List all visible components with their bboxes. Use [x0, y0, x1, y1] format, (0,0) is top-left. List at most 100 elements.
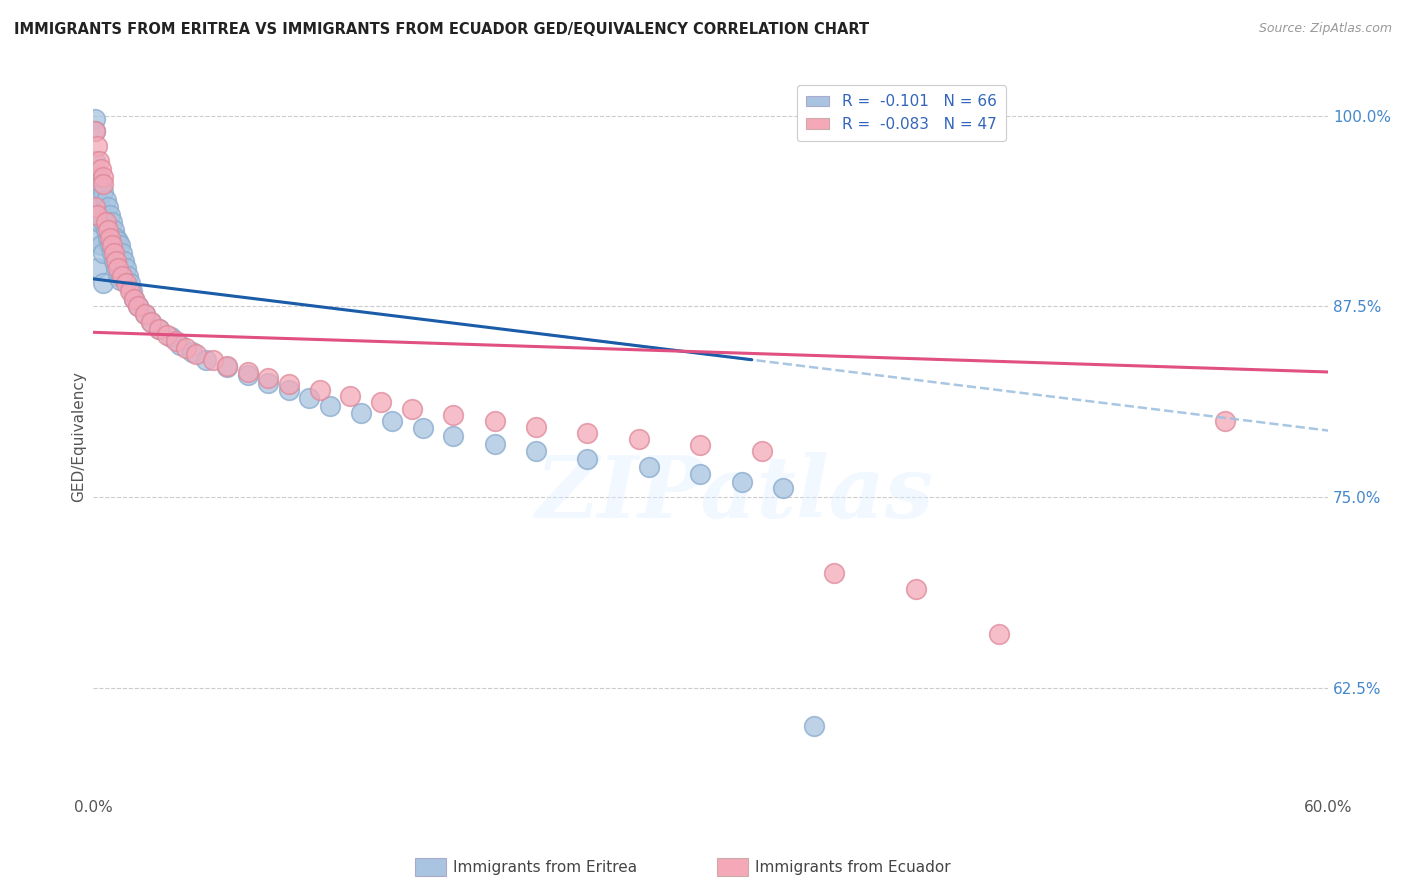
Point — [90, 208, 112, 222]
Point — [751, 444, 773, 458]
Point — [127, 299, 149, 313]
Point — [350, 406, 373, 420]
Point — [90, 238, 112, 252]
Point — [86, 208, 108, 222]
Point — [98, 238, 121, 252]
Point — [94, 223, 117, 237]
Point — [86, 261, 108, 276]
Point — [84, 124, 107, 138]
Point — [93, 215, 115, 229]
Point — [524, 420, 547, 434]
Point — [627, 432, 650, 446]
Point — [165, 334, 187, 349]
Point — [111, 246, 134, 260]
Point — [169, 337, 191, 351]
Point — [484, 414, 506, 428]
Text: IMMIGRANTS FROM ERITREA VS IMMIGRANTS FROM ECUADOR GED/EQUIVALENCY CORRELATION C: IMMIGRANTS FROM ERITREA VS IMMIGRANTS FR… — [14, 22, 869, 37]
Point — [115, 277, 138, 291]
Point — [100, 238, 122, 252]
Point — [1213, 414, 1236, 428]
Point — [370, 395, 392, 409]
Point — [689, 438, 711, 452]
Point — [181, 345, 204, 359]
Point — [104, 261, 127, 276]
Point — [381, 414, 404, 428]
Point — [803, 719, 825, 733]
Point — [86, 139, 108, 153]
Point — [277, 377, 299, 392]
Point — [86, 230, 108, 244]
Point — [93, 178, 115, 192]
Point — [89, 193, 111, 207]
Point — [90, 161, 112, 176]
Point — [112, 253, 135, 268]
Point — [93, 169, 115, 184]
Point — [103, 253, 125, 268]
Point — [86, 200, 108, 214]
Point — [823, 566, 845, 581]
Point — [638, 459, 661, 474]
Point — [124, 292, 146, 306]
Point — [120, 284, 142, 298]
Point — [89, 169, 111, 184]
Point — [412, 421, 434, 435]
Point — [441, 408, 464, 422]
Point — [104, 253, 127, 268]
Point — [987, 627, 1010, 641]
Point — [117, 268, 139, 283]
Point — [215, 359, 238, 373]
Point — [257, 371, 280, 385]
Point — [215, 360, 238, 375]
Point — [236, 368, 259, 382]
Point — [441, 429, 464, 443]
Point — [156, 328, 179, 343]
Point — [277, 384, 299, 398]
Point — [97, 223, 120, 237]
Point — [339, 389, 361, 403]
Point — [89, 154, 111, 169]
Point — [115, 261, 138, 276]
Point — [103, 223, 125, 237]
Point — [98, 230, 121, 244]
Point — [257, 376, 280, 390]
Point — [905, 582, 928, 596]
Point — [107, 261, 129, 276]
Point — [134, 307, 156, 321]
Point — [93, 277, 115, 291]
Point — [174, 341, 197, 355]
Point — [148, 322, 170, 336]
Point — [160, 330, 183, 344]
Point — [148, 322, 170, 336]
Point — [127, 299, 149, 313]
Text: Immigrants from Ecuador: Immigrants from Ecuador — [755, 860, 950, 874]
Point — [108, 273, 131, 287]
Point — [84, 154, 107, 169]
Point — [201, 352, 224, 367]
Point — [772, 481, 794, 495]
Point — [524, 444, 547, 458]
Text: ZIPatlas: ZIPatlas — [536, 451, 935, 535]
Point — [108, 238, 131, 252]
Text: Immigrants from Eritrea: Immigrants from Eritrea — [453, 860, 637, 874]
Point — [134, 307, 156, 321]
Point — [86, 169, 108, 184]
Point — [120, 277, 142, 291]
Point — [195, 352, 218, 367]
Point — [103, 246, 125, 260]
Point — [319, 399, 342, 413]
Point — [689, 467, 711, 482]
Text: Source: ZipAtlas.com: Source: ZipAtlas.com — [1258, 22, 1392, 36]
Point — [484, 436, 506, 450]
Point — [98, 208, 121, 222]
Point — [97, 200, 120, 214]
Point — [139, 315, 162, 329]
Point — [89, 215, 111, 229]
Point — [121, 284, 143, 298]
Point — [298, 391, 321, 405]
Point — [139, 315, 162, 329]
Point — [97, 230, 120, 244]
Point — [124, 292, 146, 306]
Point — [236, 365, 259, 379]
Point — [93, 185, 115, 199]
Point — [84, 112, 107, 126]
